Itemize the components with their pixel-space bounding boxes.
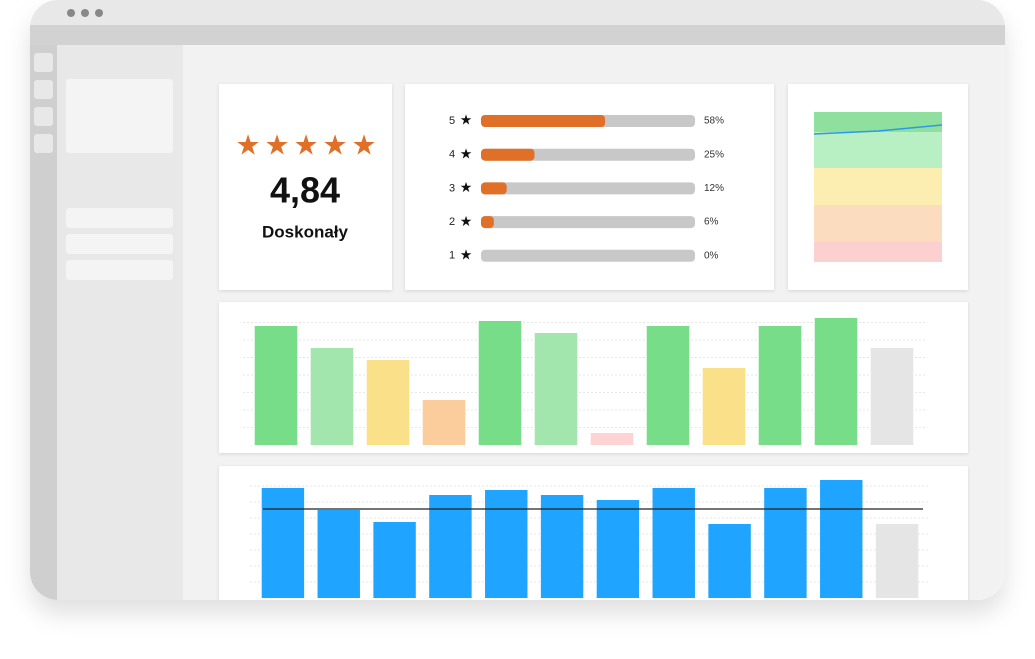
band — [814, 168, 942, 205]
bar — [422, 400, 466, 445]
icon-rail — [30, 45, 57, 600]
title-bar — [30, 0, 1005, 25]
bar-track — [481, 216, 695, 229]
rating-star: ★ — [460, 213, 473, 229]
bar — [814, 318, 858, 445]
star: ★ — [235, 129, 260, 160]
bar — [485, 490, 528, 598]
bar — [481, 148, 535, 161]
bar — [478, 321, 522, 445]
bar — [261, 488, 305, 598]
window-dot — [67, 9, 75, 17]
score-label: Doskonały — [262, 222, 349, 241]
star: ★ — [264, 129, 289, 160]
score: 4,84 — [270, 170, 340, 211]
bar — [366, 360, 410, 445]
bar — [481, 216, 494, 229]
band — [814, 112, 942, 132]
bar — [870, 348, 914, 445]
sidebar-block — [66, 79, 173, 153]
rating-label: 2 — [449, 216, 455, 228]
bar — [708, 524, 751, 598]
band — [814, 205, 942, 242]
bar — [596, 500, 640, 598]
rating-star: ★ — [460, 247, 473, 263]
rating-star: ★ — [460, 112, 473, 128]
percent-label: 12% — [704, 183, 724, 194]
bar — [534, 333, 578, 445]
bar — [702, 368, 746, 445]
percent-label: 25% — [704, 149, 724, 160]
bar — [317, 510, 360, 598]
percent-label: 0% — [704, 250, 719, 261]
bar-track — [481, 182, 695, 195]
window-bottom-mask — [0, 598, 1035, 659]
rating-star: ★ — [460, 145, 473, 161]
sidebar-item[interactable] — [66, 208, 173, 228]
rail-icon[interactable] — [34, 53, 53, 72]
bar — [481, 115, 606, 127]
sidebar-item[interactable] — [66, 260, 173, 280]
rating-star: ★ — [460, 179, 473, 195]
bar-track — [481, 148, 695, 161]
bar — [758, 326, 802, 445]
bar — [540, 495, 584, 598]
trend-line — [813, 124, 943, 135]
score-card — [219, 84, 392, 290]
bar — [310, 348, 354, 445]
bar — [652, 488, 695, 598]
sidebar-item[interactable] — [66, 234, 173, 254]
toolbar — [30, 25, 1005, 45]
rating-label: 1 — [449, 250, 455, 262]
bar — [764, 488, 807, 598]
rail-icon[interactable] — [34, 107, 53, 126]
star: ★ — [293, 129, 318, 160]
bar — [590, 433, 634, 445]
bar — [820, 480, 863, 598]
band — [814, 132, 942, 168]
percent-label: 6% — [704, 217, 719, 228]
star: ★ — [322, 129, 347, 160]
window-dot — [95, 9, 103, 17]
bar — [429, 495, 472, 598]
rating-label: 5 — [449, 115, 455, 127]
bar-track — [481, 249, 695, 262]
rating-label: 3 — [449, 182, 455, 194]
bar — [646, 326, 690, 445]
bar — [373, 522, 416, 598]
rail-icon[interactable] — [34, 134, 53, 153]
bar — [254, 326, 298, 445]
rail-icon[interactable] — [34, 80, 53, 99]
window-dot — [81, 9, 89, 17]
star: ★ — [351, 129, 376, 160]
bar — [481, 182, 507, 195]
percent-label: 58% — [704, 116, 724, 127]
bar — [875, 524, 919, 598]
band — [814, 242, 942, 262]
rating-label: 4 — [449, 149, 455, 161]
